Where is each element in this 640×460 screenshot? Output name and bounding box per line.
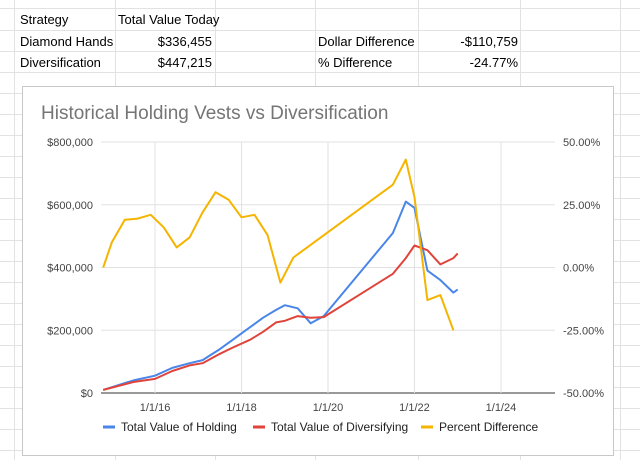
cell-diversification-label[interactable]: Diversification — [20, 55, 101, 70]
legend-label[interactable]: Total Value of Holding — [121, 420, 237, 434]
cell-percent-difference-label[interactable]: % Difference — [318, 55, 393, 70]
chart-container[interactable]: Historical Holding Vests vs Diversificat… — [22, 86, 614, 456]
x-tick-label: 1/1/22 — [399, 402, 430, 414]
y-left-tick-label: $0 — [81, 388, 93, 400]
legend-label[interactable]: Total Value of Diversifying — [271, 420, 408, 434]
cell-dollar-difference-label[interactable]: Dollar Difference — [318, 34, 415, 49]
series-line-percent[interactable] — [102, 158, 455, 331]
y-left-tick-label: $200,000 — [47, 325, 93, 337]
cell-dollar-difference-value[interactable]: -$110,759 — [460, 34, 518, 49]
cell-diamond-hands-label[interactable]: Diamond Hands — [20, 34, 114, 49]
cell-diversification-value[interactable]: $447,215 — [157, 55, 212, 70]
header-total-value[interactable]: Total Value Today — [118, 12, 220, 27]
chart-title: Historical Holding Vests vs Diversificat… — [41, 103, 388, 124]
cell-diamond-hands-value[interactable]: $336,455 — [157, 34, 212, 49]
y-right-tick-label: 0.00% — [563, 263, 594, 275]
legend-label[interactable]: Percent Difference — [439, 420, 538, 434]
y-left-tick-label: $400,000 — [47, 263, 93, 275]
x-tick-label: 1/1/18 — [226, 402, 257, 414]
x-tick-label: 1/1/24 — [486, 402, 517, 414]
y-left-tick-label: $800,000 — [47, 137, 93, 149]
x-tick-label: 1/1/16 — [140, 402, 171, 414]
header-strategy[interactable]: Strategy — [20, 12, 69, 27]
cell-percent-difference-value[interactable]: -24.77% — [469, 55, 518, 70]
y-left-tick-label: $600,000 — [47, 200, 93, 212]
y-right-tick-label: 25.00% — [563, 200, 601, 212]
y-right-tick-label: -50.00% — [563, 388, 604, 400]
y-right-tick-label: -25.00% — [563, 325, 604, 337]
series-line-holding[interactable] — [102, 200, 459, 391]
y-right-tick-label: 50.00% — [563, 137, 601, 149]
line-chart: Historical Holding Vests vs Diversificat… — [41, 103, 604, 434]
x-tick-label: 1/1/20 — [313, 402, 344, 414]
